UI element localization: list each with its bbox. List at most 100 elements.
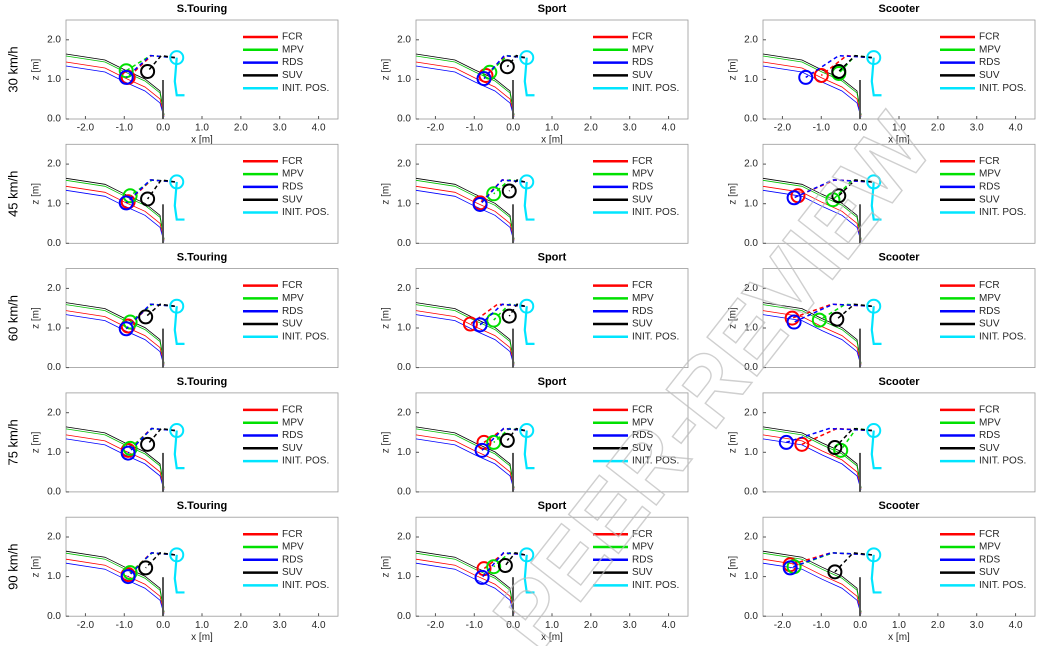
y-axis-label: z [m] (381, 556, 392, 578)
legend-label: SUV (632, 319, 653, 330)
panel-title: Scooter (879, 376, 921, 388)
y-axis-label: z [m] (381, 183, 392, 205)
x-tick-label: -2.0 (77, 123, 95, 134)
x-tick-label: 4.0 (662, 620, 676, 631)
panel-title: Sport (538, 376, 567, 388)
legend-label: FCR (632, 32, 653, 43)
legend-label: SUV (979, 567, 1000, 578)
x-tick-label: 2.0 (584, 123, 598, 134)
legend-label: MPV (979, 542, 1001, 553)
legend-label: MPV (632, 169, 654, 180)
x-tick-label: -2.0 (77, 620, 95, 631)
y-tick-label: 2.0 (47, 159, 61, 170)
y-tick-label: 0.0 (397, 487, 411, 498)
x-tick-label: 1.0 (195, 123, 209, 134)
legend-label: RDS (282, 554, 303, 565)
row-label: 75 km/h (5, 419, 20, 465)
legend-label: MPV (282, 293, 304, 304)
legend-label: MPV (632, 293, 654, 304)
x-tick-label: 3.0 (273, 620, 287, 631)
legend-label: SUV (632, 70, 653, 81)
legend-label: INIT. POS. (979, 580, 1026, 591)
legend-label: FCR (632, 156, 653, 167)
panel-title: S.Touring (177, 376, 228, 388)
x-tick-label: -1.0 (116, 620, 134, 631)
legend-label: INIT. POS. (282, 456, 329, 467)
legend-label: RDS (979, 306, 1000, 317)
x-tick-label: -1.0 (466, 123, 484, 134)
panel-title: Sport (538, 252, 567, 264)
legend-label: SUV (979, 443, 1000, 454)
legend-label: RDS (632, 57, 653, 68)
y-tick-label: 0.0 (744, 487, 758, 498)
x-tick-label: 3.0 (970, 620, 984, 631)
legend-label: RDS (979, 182, 1000, 193)
legend-label: MPV (979, 293, 1001, 304)
y-tick-label: 1.0 (744, 447, 758, 458)
x-tick-label: 3.0 (273, 123, 287, 134)
legend-label: FCR (979, 156, 1000, 167)
y-tick-label: 0.0 (47, 362, 61, 373)
x-tick-label: 0.0 (853, 620, 867, 631)
y-axis-label: z [m] (728, 556, 739, 578)
x-tick-label: 4.0 (1009, 123, 1023, 134)
legend-label: MPV (979, 44, 1001, 55)
x-tick-label: 4.0 (662, 123, 676, 134)
y-tick-label: 1.0 (47, 198, 61, 209)
legend-label: FCR (979, 280, 1000, 291)
x-tick-label: -1.0 (813, 620, 831, 631)
y-tick-label: 1.0 (47, 74, 61, 85)
y-tick-label: 1.0 (397, 571, 411, 582)
y-axis-label: z [m] (728, 183, 739, 205)
legend-label: MPV (282, 542, 304, 553)
figure: S.Touring30 km/hz [m]0.01.02.0-2.0-1.00.… (0, 0, 1037, 646)
legend-label: SUV (282, 443, 303, 454)
legend-label: FCR (979, 529, 1000, 540)
legend-label: SUV (282, 70, 303, 81)
y-tick-label: 0.0 (744, 611, 758, 622)
x-tick-label: 3.0 (623, 620, 637, 631)
x-tick-label: 2.0 (234, 620, 248, 631)
panel-title: Scooter (879, 500, 921, 512)
legend-label: SUV (282, 319, 303, 330)
y-tick-label: 2.0 (47, 407, 61, 418)
y-tick-label: 1.0 (744, 74, 758, 85)
y-tick-label: 2.0 (397, 283, 411, 294)
y-axis-label: z [m] (381, 307, 392, 329)
x-tick-label: 1.0 (545, 123, 559, 134)
y-axis-label: z [m] (728, 58, 739, 80)
x-tick-label: 2.0 (234, 123, 248, 134)
legend-label: FCR (979, 32, 1000, 43)
y-tick-label: 1.0 (397, 323, 411, 334)
y-tick-label: 1.0 (47, 323, 61, 334)
x-tick-label: -1.0 (466, 620, 484, 631)
legend-label: MPV (282, 417, 304, 428)
y-tick-label: 2.0 (47, 283, 61, 294)
legend-label: INIT. POS. (979, 331, 1026, 342)
y-axis-label: z [m] (381, 431, 392, 453)
y-tick-label: 2.0 (744, 34, 758, 45)
y-axis-label: z [m] (31, 307, 42, 329)
legend-label: INIT. POS. (282, 83, 329, 94)
legend-label: RDS (282, 182, 303, 193)
x-tick-label: 1.0 (195, 620, 209, 631)
legend-label: FCR (282, 32, 303, 43)
legend-label: INIT. POS. (632, 207, 679, 218)
legend-label: MPV (282, 169, 304, 180)
legend-label: SUV (282, 194, 303, 205)
legend-label: RDS (979, 57, 1000, 68)
x-tick-label: -1.0 (116, 123, 134, 134)
x-tick-label: 0.0 (156, 620, 170, 631)
y-tick-label: 1.0 (397, 447, 411, 458)
legend-label: RDS (979, 430, 1000, 441)
y-tick-label: 2.0 (744, 532, 758, 543)
legend-label: RDS (282, 430, 303, 441)
y-tick-label: 2.0 (397, 532, 411, 543)
legend-label: FCR (282, 529, 303, 540)
x-tick-label: 1.0 (892, 620, 906, 631)
legend-label: SUV (282, 567, 303, 578)
legend-label: INIT. POS. (979, 456, 1026, 467)
legend-label: RDS (282, 57, 303, 68)
y-tick-label: 1.0 (397, 74, 411, 85)
row-label: 90 km/h (5, 544, 20, 590)
